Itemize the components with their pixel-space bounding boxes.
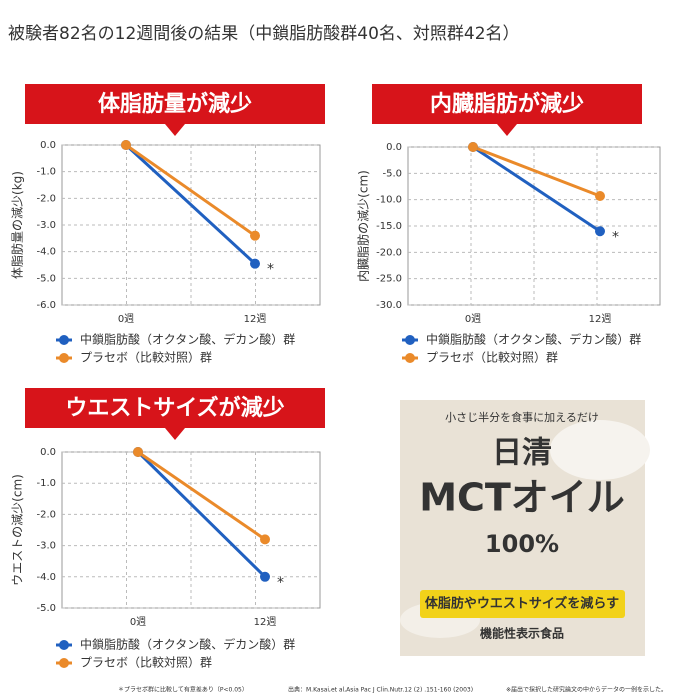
title-banner (372, 84, 642, 124)
y-tick-label: -5.0 (36, 603, 56, 614)
claim-bg (420, 590, 625, 618)
product-tagline: 小さじ半分を食事に加えるだけ (445, 410, 599, 424)
product-purity: 100% (485, 530, 559, 558)
y-tick-label: 0.0 (386, 142, 402, 153)
data-point (595, 226, 605, 237)
y-tick-label: -25.0 (376, 274, 402, 285)
product-name: MCTオイル (419, 476, 625, 520)
legend-marker (405, 335, 415, 345)
y-tick-label: -6.0 (36, 300, 56, 311)
legend-label: プラセボ（比較対照）群 (80, 655, 212, 670)
data-point (260, 534, 270, 545)
data-point (133, 447, 143, 457)
y-tick-label: 0.0 (40, 447, 56, 458)
product-claim: 体脂肪やウエストサイズを減らす (425, 596, 619, 612)
y-tick-label: -1.0 (36, 478, 56, 489)
series-line (472, 145, 601, 198)
data-point (260, 571, 270, 582)
series-line (125, 143, 256, 237)
y-tick-label: -4.0 (36, 247, 56, 258)
legend-marker (59, 353, 69, 363)
series-line (136, 450, 267, 578)
data-point (250, 258, 260, 269)
footnote: 出典：M.Kasai,et al,Asia Pac J Clin.Nutr.12… (288, 686, 473, 694)
y-tick-label: -15.0 (376, 221, 402, 232)
x-tick-label: 12週 (244, 313, 267, 325)
header-title: 被験者82名の12週間後の結果（中鎖脂肪酸群40名、対照群42名） (8, 24, 520, 44)
legend-label: 中鎖脂肪酸（オクタン酸、デカン酸）群 (80, 332, 295, 347)
chart: ウエストサイズが減少 0.0 -1.0 -2.0 -3.0 -4.0 -5.0 0週 12週 ウエ… (10, 388, 325, 670)
x-tick-label: 0週 (130, 616, 146, 628)
y-tick-label: -1.0 (36, 167, 56, 178)
x-tick-label: 12週 (254, 616, 277, 628)
x-tick-label: 12週 (589, 313, 612, 325)
chart: 内臓脂肪が減少 0.0 -5.0 -10.0 -15.0 -20.0 -25.0 -30.0 0… (356, 84, 661, 365)
legend-label: 中鎖脂肪酸（オクタン酸、デカン酸）群 (80, 637, 295, 652)
data-point (121, 140, 131, 150)
banner-pointer (497, 124, 517, 136)
footnote: ＊プラセボ群に比較して有意差あり（P<0.05） (118, 686, 248, 694)
product-image: 小さじ半分を食事に加えるだけ 日清 MCTオイル 100% 体脂肪やウエストサイ… (400, 400, 650, 656)
dish (550, 420, 650, 480)
y-tick-label: -3.0 (36, 541, 56, 552)
annotation: * (267, 262, 274, 278)
y-tick-label: 0.0 (40, 140, 56, 151)
y-axis-label: 内臓脂肪の減少(cm) (356, 170, 371, 282)
y-tick-label: -10.0 (376, 195, 402, 206)
x-tick-label: 0週 (118, 313, 134, 325)
legend-marker (405, 353, 415, 363)
banner-pointer (165, 124, 185, 136)
legend-label: プラセボ（比較対照）群 (426, 350, 558, 365)
chart-title: ウエストサイズが減少 (65, 395, 284, 421)
x-tick-label: 0週 (465, 313, 481, 325)
legend-label: 中鎖脂肪酸（オクタン酸、デカン酸）群 (426, 332, 641, 347)
y-tick-label: -5.0 (382, 168, 402, 179)
y-axis-label: 体脂肪量の減少(kg) (10, 171, 25, 279)
y-tick-label: -4.0 (36, 572, 56, 583)
series-line (472, 145, 601, 233)
chart-title: 内臓脂肪が減少 (430, 91, 584, 117)
data-point (595, 190, 605, 201)
title-banner (25, 84, 325, 124)
legend-label: プラセボ（比較対照）群 (80, 350, 212, 365)
product-brand: 日清 (492, 436, 552, 471)
y-tick-label: -2.0 (36, 193, 56, 204)
data-point (250, 230, 260, 241)
banner-pointer (165, 428, 185, 440)
y-tick-label: -3.0 (36, 220, 56, 231)
legend-marker (59, 335, 69, 345)
annotation: * (277, 575, 284, 591)
series-line (124, 143, 257, 265)
chart-title: 体脂肪量が減少 (98, 91, 252, 117)
y-tick-label: -30.0 (376, 300, 402, 311)
chart: 体脂肪量が減少 0.0 -1.0 -2.0 -3.0 -4.0 -5.0 -6.0 0週 12週 体… (10, 84, 325, 365)
legend-marker (59, 658, 69, 668)
legend-marker (59, 640, 69, 650)
footnote: ※届出で採択した研究論文の中からデータの一例を示した。 (506, 686, 667, 694)
product-category: 機能性表示食品 (480, 626, 564, 641)
y-axis-label: ウエストの減少(cm) (10, 474, 25, 586)
y-tick-label: -20.0 (376, 247, 402, 258)
series-line (137, 450, 266, 541)
title-banner (25, 388, 325, 428)
data-point (468, 142, 478, 152)
annotation: * (612, 229, 619, 245)
y-tick-label: -2.0 (36, 509, 56, 520)
y-tick-label: -5.0 (36, 273, 56, 284)
